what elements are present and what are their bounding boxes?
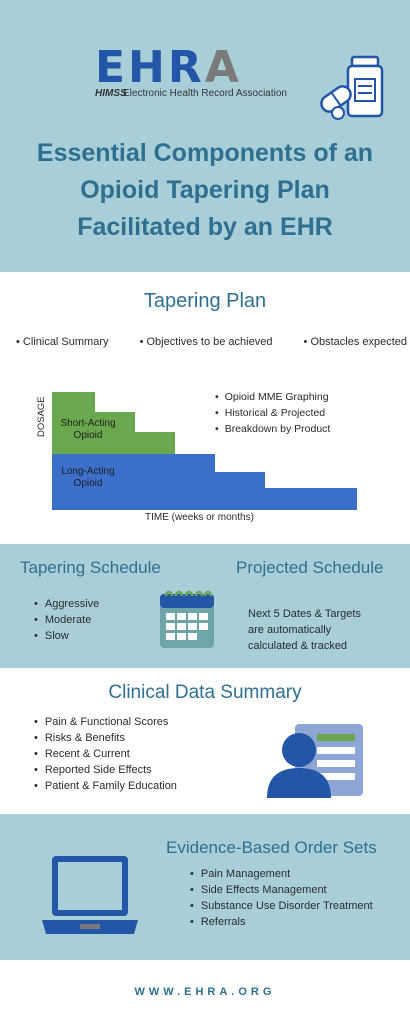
short-acting-step-1 [52,392,95,454]
list-item: Opioid MME Graphing [215,389,330,405]
list-item: • Clinical Summary [16,336,109,348]
order-sets-section: Evidence-Based Order Sets Pain Managemen… [0,814,410,960]
logo-himss-text: HIMSS [95,88,127,99]
tapering-schedule-heading: Tapering Schedule [20,558,161,577]
projected-schedule-heading: Projected Schedule [236,558,384,577]
list-item: Slow [34,628,99,644]
calendar-icon [160,590,214,648]
short-acting-label: Short-Acting Opioid [60,418,115,441]
logo-subtitle: Electronic Health Record Association [123,88,287,99]
long-acting-step-2 [215,472,265,510]
clinical-data-section: Clinical Data Summary Pain & Functional … [0,668,410,814]
long-acting-label: Long-Acting Opioid [61,466,114,489]
list-item: Aggressive [34,596,99,612]
list-item: Risks & Benefits [34,730,177,746]
order-sets-heading: Evidence-Based Order Sets [166,838,377,857]
list-item: Patient & Family Education [34,778,177,794]
projected-schedule-text: Next 5 Dates & Targets are automatically… [248,608,361,652]
y-axis-label: DOSAGE [36,396,47,437]
list-item: Moderate [34,612,99,628]
tapering-plan-items: • Clinical Summary • Objectives to be ac… [16,336,410,348]
list-item: Referrals [190,914,373,930]
clinical-data-heading: Clinical Data Summary [108,682,302,703]
list-item: Pain & Functional Scores [34,714,177,730]
list-item: Breakdown by Product [215,421,331,437]
tapering-schedule-list: Aggressive Moderate Slow [34,596,99,644]
list-item: Substance Use Disorder Treatment [190,898,373,914]
header-section: EHRA HIMSS Electronic Health Record Asso… [0,0,410,272]
ehra-logo: EHRA HIMSS Electronic Health Record Asso… [95,42,315,102]
page-title: Essential Components of an Opioid Taperi… [36,139,374,241]
schedule-section: Tapering Schedule Projected Schedule Agg… [0,544,410,668]
long-acting-step-1 [52,454,215,510]
list-item: Reported Side Effects [34,762,177,778]
logo-a-text: A [204,42,242,93]
footer-url[interactable]: WWW.EHRA.ORG [134,986,276,998]
footer: WWW.EHRA.ORG [0,960,410,1022]
list-item: Pain Management [190,866,373,882]
short-acting-step-2 [95,412,135,454]
list-item: • Obstacles expected [303,336,408,348]
long-acting-step-3 [265,488,357,510]
clinical-data-list: Pain & Functional Scores Risks & Benefit… [34,714,177,794]
x-axis-label: TIME (weeks or months) [145,512,254,523]
medication-bottle-icon [320,55,384,120]
patient-record-icon [267,724,363,798]
list-item: Recent & Current [34,746,177,762]
order-sets-list: Pain Management Side Effects Management … [190,866,373,930]
chart-bullet-list: Opioid MME Graphing Historical & Project… [215,389,331,437]
short-acting-step-3 [135,432,175,454]
list-item: Historical & Projected [215,405,330,421]
list-item: Side Effects Management [190,882,373,898]
laptop-icon [42,856,138,934]
tapering-plan-section: Tapering Plan • Clinical Summary • Objec… [0,272,410,544]
tapering-chart: Short-Acting Opioid Long-Acting Opioid [52,392,357,510]
list-item: • Objectives to be achieved [139,336,273,348]
logo-main-text: EHR [95,42,205,93]
tapering-plan-heading: Tapering Plan [143,290,267,312]
